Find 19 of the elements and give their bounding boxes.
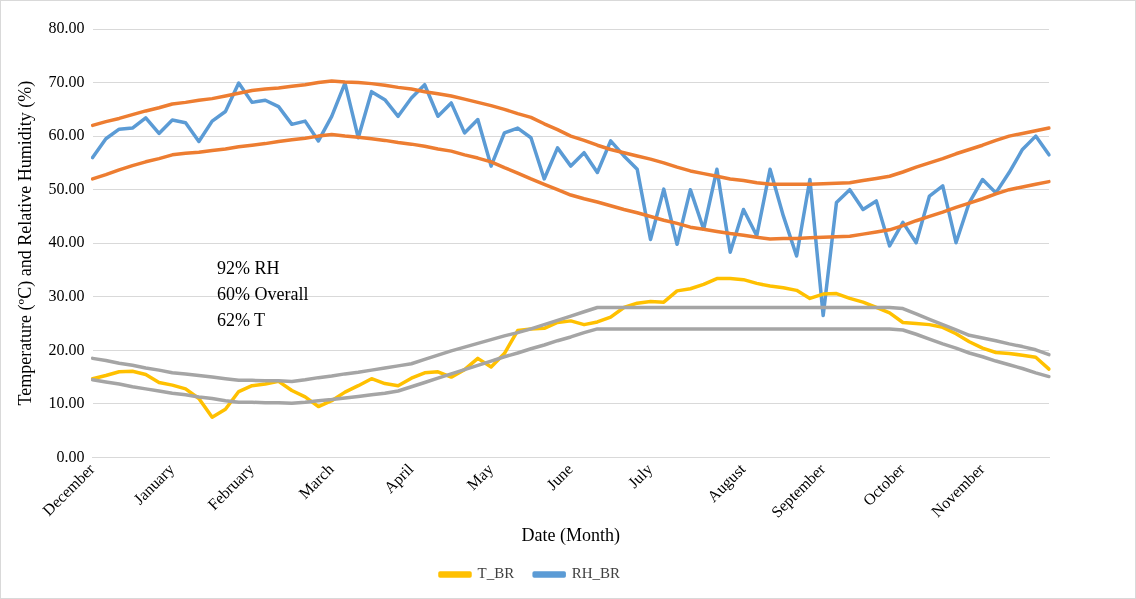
- y-tick-label: 70.00: [48, 72, 85, 90]
- annotation: 62% T: [216, 309, 266, 330]
- y-tick-label: 80.00: [48, 19, 85, 37]
- legend-label: RH_BR: [571, 565, 621, 582]
- y-tick-label: 50.00: [48, 179, 85, 197]
- x-tick-label: June: [543, 460, 576, 494]
- annotation: 92% RH: [216, 257, 280, 278]
- y-tick-label: 40.00: [48, 233, 85, 251]
- y-axis-title: Temperature (ºC) and Relative Humidity (%): [14, 80, 36, 406]
- y-tick-label: 10.00: [48, 394, 85, 412]
- x-tick-label: May: [463, 460, 497, 494]
- annotation: 60% Overall: [216, 283, 309, 304]
- legend-label: T_BR: [477, 565, 515, 582]
- y-tick-label: 20.00: [48, 340, 85, 358]
- y-tick-label: 30.00: [48, 286, 85, 304]
- y-tick-label: 60.00: [48, 126, 85, 144]
- x-tick-label: July: [624, 460, 657, 492]
- y-tick-label: 0.00: [56, 447, 85, 465]
- x-axis-title: Date (Month): [521, 524, 621, 546]
